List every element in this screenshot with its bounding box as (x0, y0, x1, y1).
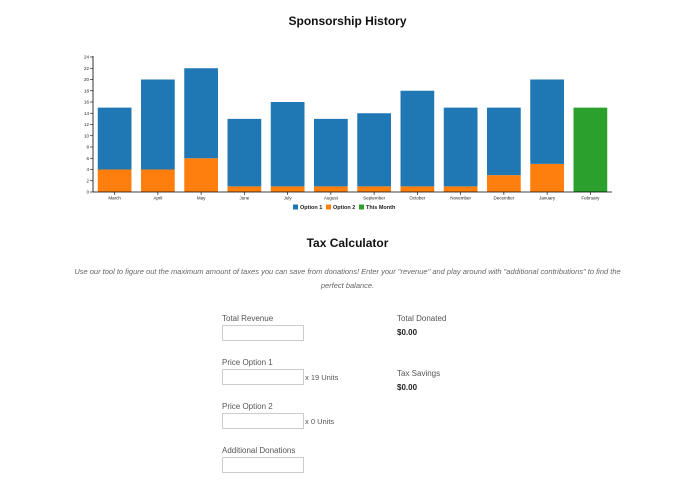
y-tick-label-3: 6 (86, 156, 89, 161)
chart-legend: Option 1 Option 2 This Month (293, 204, 396, 211)
bar-september-option-1 (357, 113, 391, 187)
price-option-2-input[interactable] (222, 413, 304, 429)
price-option-1-input[interactable] (222, 369, 304, 385)
bar-november-option-2 (443, 186, 478, 192)
price-option-2-units: x 0 Units (305, 417, 335, 426)
bar-october-option-2 (400, 186, 435, 192)
x-tick-label-february: February (581, 196, 600, 201)
x-tick-label-september: September (363, 196, 386, 201)
bar-february-this-month (573, 107, 608, 192)
bar-march-option-2 (97, 169, 132, 192)
y-tick-label-8: 16 (84, 100, 90, 105)
y-tick-label-2: 4 (86, 167, 89, 172)
tax-calculator-intro: Use our tool to figure out the maximum a… (74, 267, 621, 290)
price-option-1-label: Price Option 1 (222, 358, 273, 367)
legend-swatch-option-1 (293, 204, 298, 210)
total-revenue-input[interactable] (222, 325, 304, 341)
bar-january-option-2 (530, 163, 564, 192)
bar-may-option-2 (184, 158, 218, 192)
bar-september-option-2 (357, 186, 391, 192)
bar-december-option-2 (487, 175, 521, 192)
legend-label-this-month: This Month (366, 205, 396, 211)
legend-label-option-2: Option 2 (333, 205, 355, 211)
y-tick-label-12: 24 (84, 55, 90, 60)
bar-november-option-1 (443, 107, 478, 187)
bar-june-option-1 (227, 118, 262, 187)
bar-march-option-1 (97, 107, 132, 170)
bar-august-option-2 (314, 186, 348, 192)
tax-savings-label: Tax Savings (397, 369, 441, 378)
tax-calculator-title: Tax Calculator (306, 236, 389, 250)
bar-august-option-1 (314, 118, 348, 187)
x-tick-label-november: November (450, 196, 471, 201)
bar-june-option-2 (227, 186, 262, 192)
bar-may-option-1 (184, 68, 218, 159)
x-tick-label-december: December (493, 196, 514, 201)
x-tick-label-may: May (197, 196, 206, 201)
total-revenue-label: Total Revenue (222, 314, 274, 323)
price-option-2-label: Price Option 2 (222, 402, 273, 411)
x-tick-label-march: March (108, 196, 121, 201)
x-tick-label-june: June (239, 196, 249, 201)
y-tick-label-11: 22 (84, 66, 90, 71)
bars (97, 68, 608, 192)
x-tick-label-january: January (539, 196, 556, 201)
bar-april-option-1 (141, 79, 175, 170)
y-tick-label-5: 10 (84, 133, 90, 138)
x-tick-label-october: October (409, 196, 426, 201)
y-tick-label-9: 18 (84, 88, 90, 93)
y-tick-label-1: 2 (86, 178, 89, 183)
bar-december-option-1 (487, 107, 521, 176)
bar-january-option-1 (530, 79, 564, 164)
legend-swatch-option-2 (326, 204, 331, 210)
total-donated-value: $0.00 (397, 328, 418, 337)
total-donated-label: Total Donated (397, 314, 447, 323)
y-tick-label-6: 12 (84, 122, 90, 127)
legend-label-option-1: Option 1 (300, 205, 322, 211)
bar-july-option-1 (270, 102, 305, 187)
tax-savings-value: $0.00 (397, 383, 418, 392)
y-tick-label-10: 20 (84, 77, 90, 82)
y-tick-label-7: 14 (84, 111, 90, 116)
legend-swatch-this-month (359, 204, 364, 210)
x-tick-label-april: April (153, 196, 162, 201)
price-option-1-units: x 19 Units (305, 373, 339, 382)
additional-donations-label: Additional Donations (222, 446, 296, 455)
bar-april-option-2 (141, 169, 175, 192)
x-axis: March April May June July August September Octo… (93, 191, 612, 201)
additional-donations-input[interactable] (222, 457, 304, 473)
y-tick-label-0: 0 (86, 190, 89, 195)
bar-october-option-1 (400, 90, 435, 187)
y-tick-label-4: 8 (86, 145, 89, 150)
x-tick-label-july: July (284, 196, 293, 201)
x-tick-label-august: August (324, 196, 339, 201)
chart-title: Sponsorship History (288, 14, 407, 28)
bar-july-option-2 (270, 186, 305, 192)
